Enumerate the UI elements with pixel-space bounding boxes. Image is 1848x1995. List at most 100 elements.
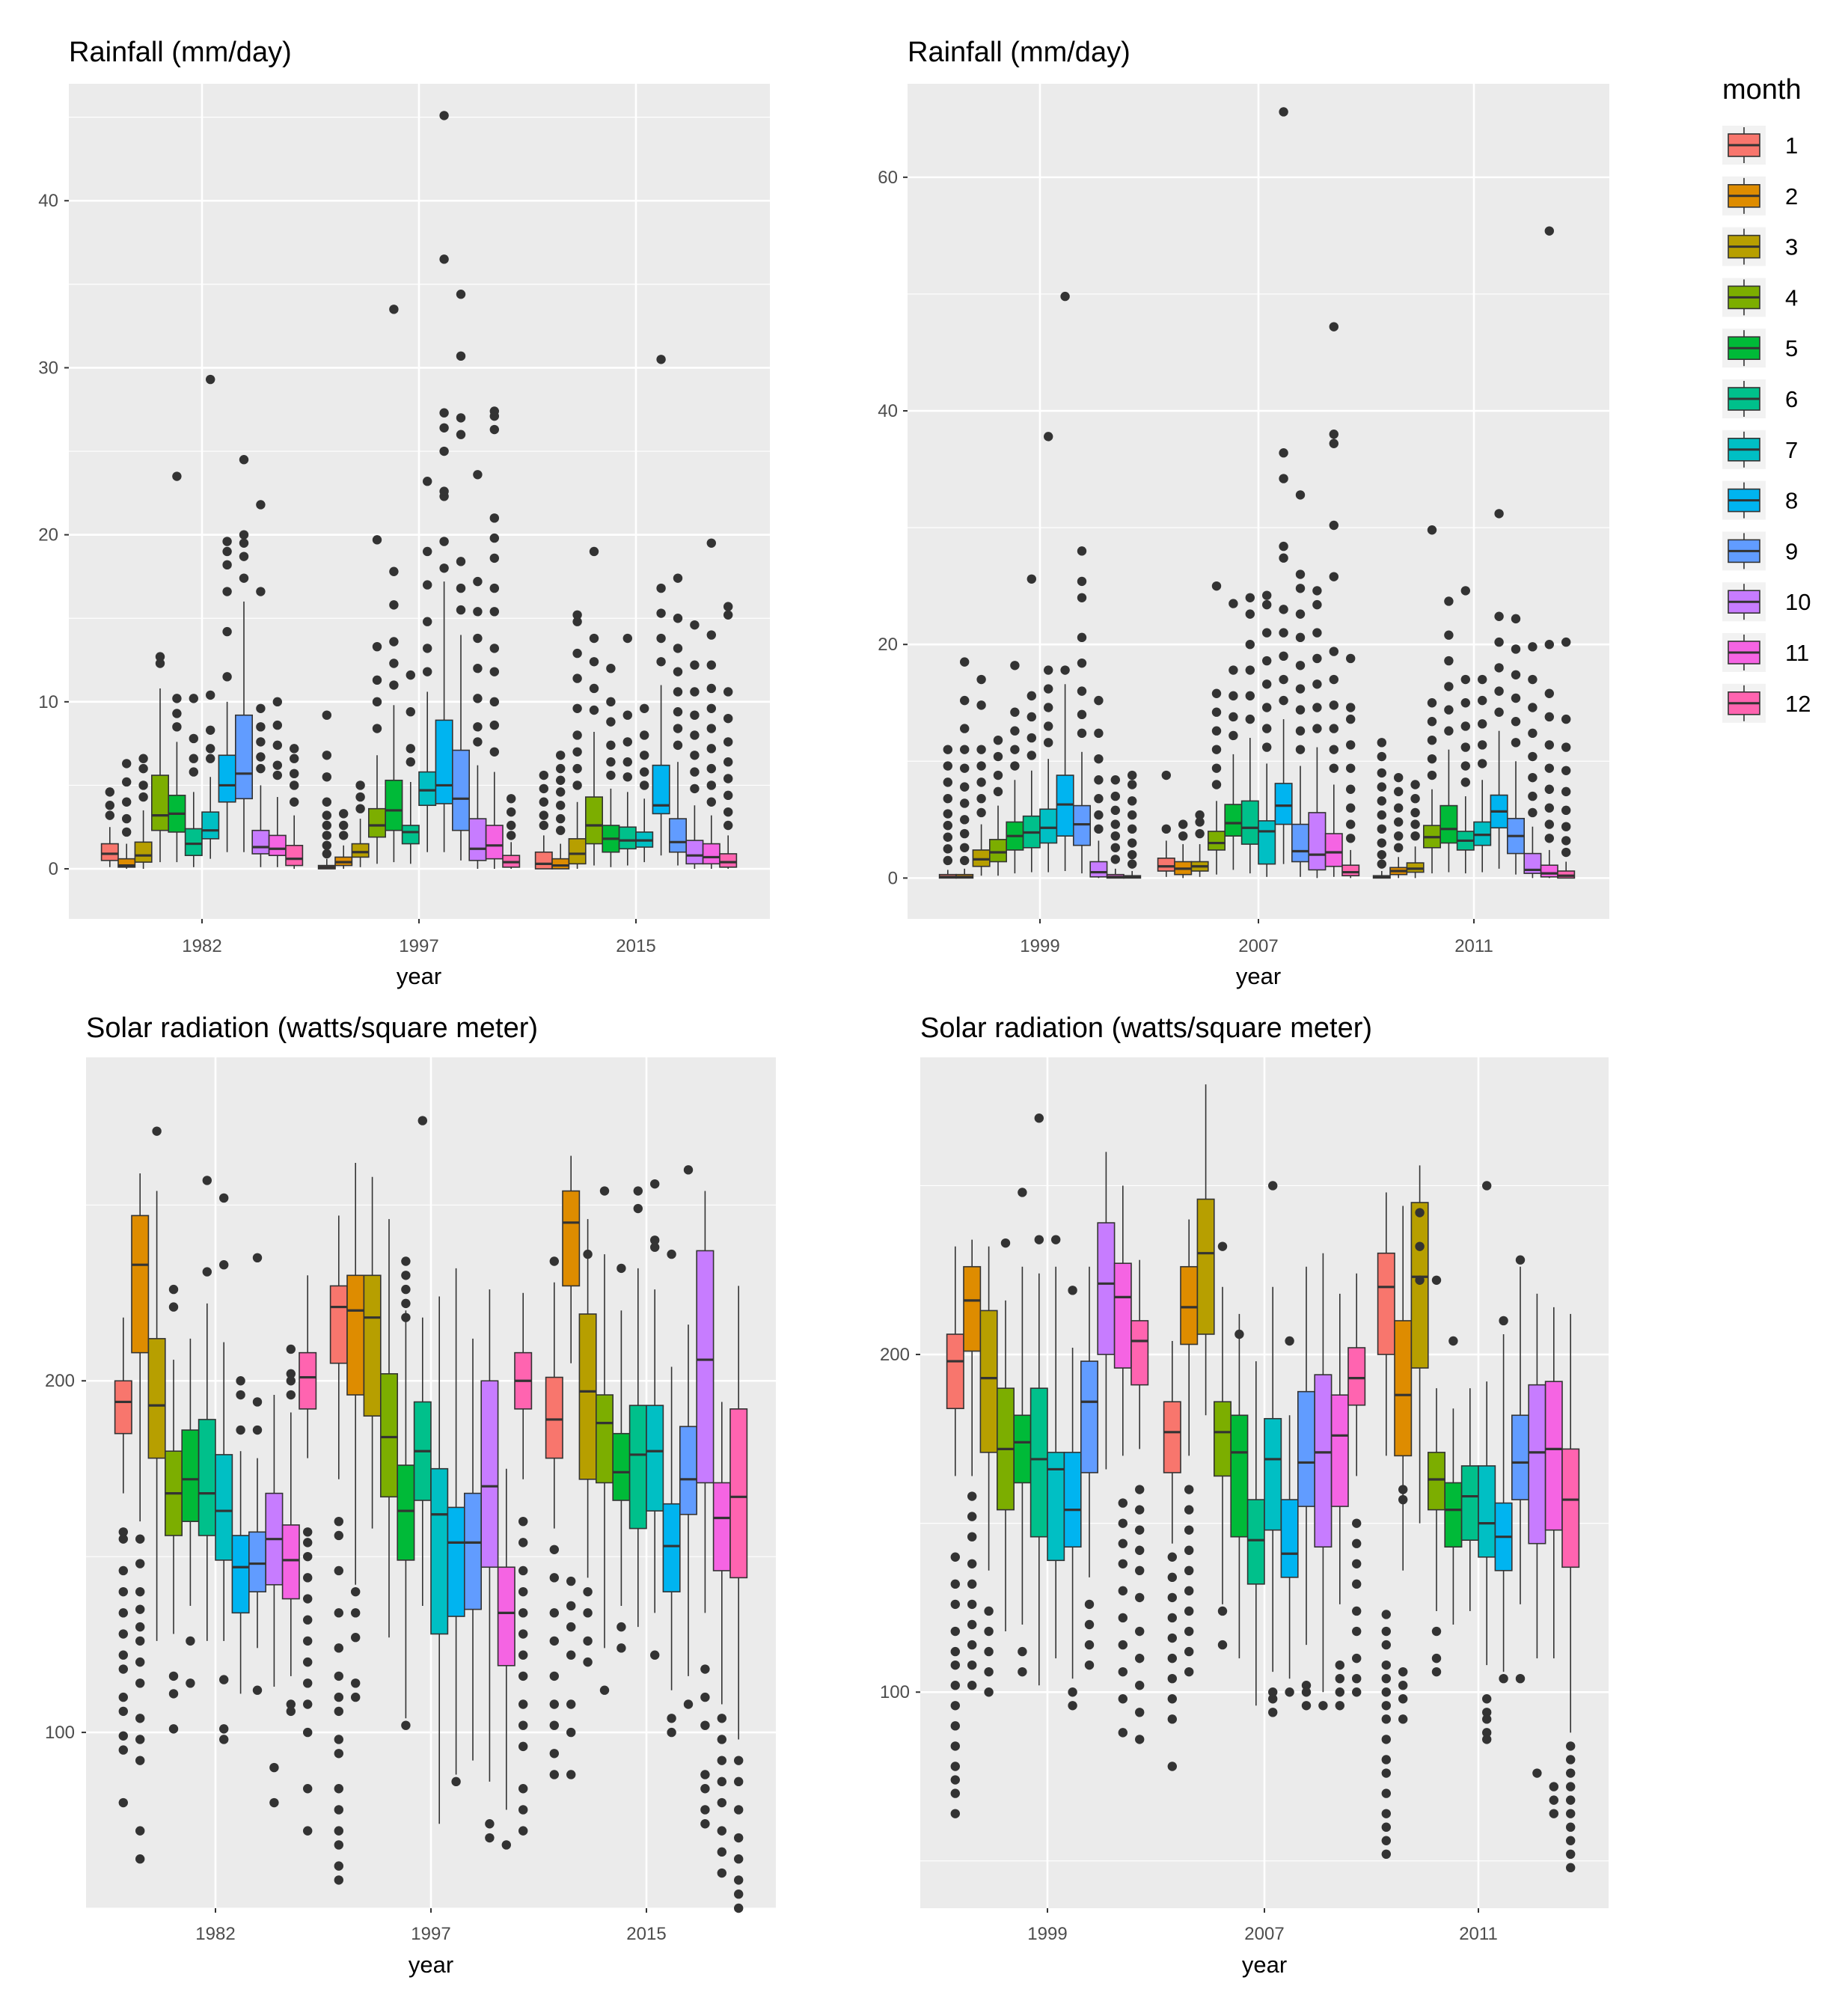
outlier-point — [1352, 1579, 1362, 1589]
outlier-point — [967, 1579, 977, 1589]
outlier-point — [1135, 1653, 1145, 1663]
outlier-point — [489, 697, 499, 707]
outlier-point — [690, 751, 700, 760]
outlier-point — [706, 780, 716, 790]
outlier-point — [1118, 1728, 1128, 1738]
outlier-point — [667, 1727, 676, 1738]
outlier-point — [583, 1657, 593, 1667]
outlier-point — [566, 1601, 576, 1611]
outlier-point — [118, 1664, 128, 1674]
outlier-point — [1335, 1687, 1345, 1697]
outlier-point — [322, 840, 331, 850]
box-month-1 — [329, 1285, 348, 1364]
box-month-8 — [447, 1506, 465, 1617]
outlier-point — [549, 1720, 559, 1730]
outlier-point — [1027, 751, 1037, 760]
outlier-point — [1346, 834, 1356, 843]
chart-title: Solar radiation (watts/square meter) — [86, 1012, 538, 1044]
box-month-1 — [1157, 858, 1175, 872]
legend-label: 7 — [1785, 437, 1798, 463]
outlier-point — [1398, 1694, 1408, 1704]
outlier-point — [334, 1784, 343, 1794]
x-tick-label: 1999 — [1020, 936, 1059, 956]
outlier-point — [256, 703, 266, 713]
outlier-point — [473, 576, 483, 587]
outlier-point — [1285, 1687, 1294, 1697]
outlier-point — [439, 446, 449, 456]
outlier-point — [616, 1622, 626, 1632]
outlier-point — [723, 807, 733, 817]
box-month-8 — [435, 719, 453, 804]
outlier-point — [723, 687, 733, 697]
outlier-point — [1566, 1768, 1576, 1778]
outlier-point — [1566, 1836, 1576, 1845]
outlier-point — [556, 801, 566, 810]
outlier-point — [589, 546, 599, 557]
outlier-point — [1110, 805, 1121, 816]
outlier-point — [1110, 843, 1121, 852]
box-month-6 — [198, 1419, 216, 1536]
outlier-point — [489, 667, 499, 676]
outlier-point — [473, 722, 483, 732]
box-month-4 — [595, 1394, 614, 1484]
box-month-11 — [485, 825, 504, 860]
outlier-point — [633, 1186, 643, 1196]
chart-marks: 100 200 1999 2007 2011 — [880, 1057, 1609, 1944]
outlier-point — [539, 770, 548, 780]
box-month-2 — [346, 1274, 365, 1396]
outlier-point — [700, 1805, 710, 1815]
outlier-point — [1077, 593, 1087, 602]
outlier-point — [549, 1573, 559, 1583]
chart-title: Rainfall (mm/day) — [908, 37, 1130, 68]
outlier-point — [943, 761, 953, 771]
outlier-point — [984, 1626, 994, 1637]
outlier-point — [1335, 1673, 1345, 1684]
box-month-11 — [712, 1482, 731, 1571]
y-tick-label: 60 — [878, 168, 898, 188]
outlier-point — [518, 1586, 528, 1597]
outlier-point — [572, 617, 582, 626]
box-month-11 — [1324, 833, 1343, 867]
box-month-9 — [463, 1492, 482, 1610]
outlier-point — [269, 1797, 279, 1808]
outlier-point — [1262, 742, 1272, 752]
outlier-point — [286, 1699, 296, 1709]
outlier-point — [967, 1512, 977, 1521]
outlier-point — [303, 1594, 313, 1604]
outlier-point — [690, 710, 700, 720]
outlier-point — [303, 1699, 313, 1709]
outlier-point — [473, 633, 483, 644]
outlier-point — [1549, 1782, 1558, 1791]
outlier-point — [572, 703, 582, 713]
outlier-point — [606, 757, 616, 767]
outlier-point — [1128, 796, 1137, 806]
outlier-point — [1511, 614, 1521, 624]
box-month-11 — [1544, 1381, 1563, 1531]
outlier-point — [1352, 1687, 1362, 1697]
outlier-point — [572, 763, 582, 774]
outlier-point — [640, 780, 649, 790]
outlier-point — [135, 1604, 145, 1614]
outlier-point — [334, 1735, 343, 1744]
outlier-point — [389, 680, 399, 690]
outlier-point — [1279, 107, 1288, 117]
outlier-point — [943, 832, 953, 842]
outlier-point — [202, 1176, 212, 1185]
outlier-point — [1346, 703, 1356, 712]
outlier-point — [1128, 810, 1137, 820]
outlier-point — [518, 1720, 528, 1730]
outlier-point — [1394, 803, 1404, 813]
x-axis-label: year — [409, 1952, 453, 1978]
outlier-point — [1444, 682, 1454, 691]
outlier-point — [960, 657, 970, 667]
outlier-point — [943, 777, 953, 787]
outlier-point — [1211, 581, 1222, 591]
outlier-point — [135, 1678, 145, 1688]
outlier-point — [950, 1681, 961, 1690]
outlier-point — [1262, 599, 1272, 610]
outlier-point — [1415, 1275, 1425, 1285]
outlier-point — [334, 1840, 343, 1850]
outlier-point — [423, 667, 432, 676]
outlier-point — [723, 790, 733, 801]
outlier-point — [1301, 1701, 1312, 1711]
